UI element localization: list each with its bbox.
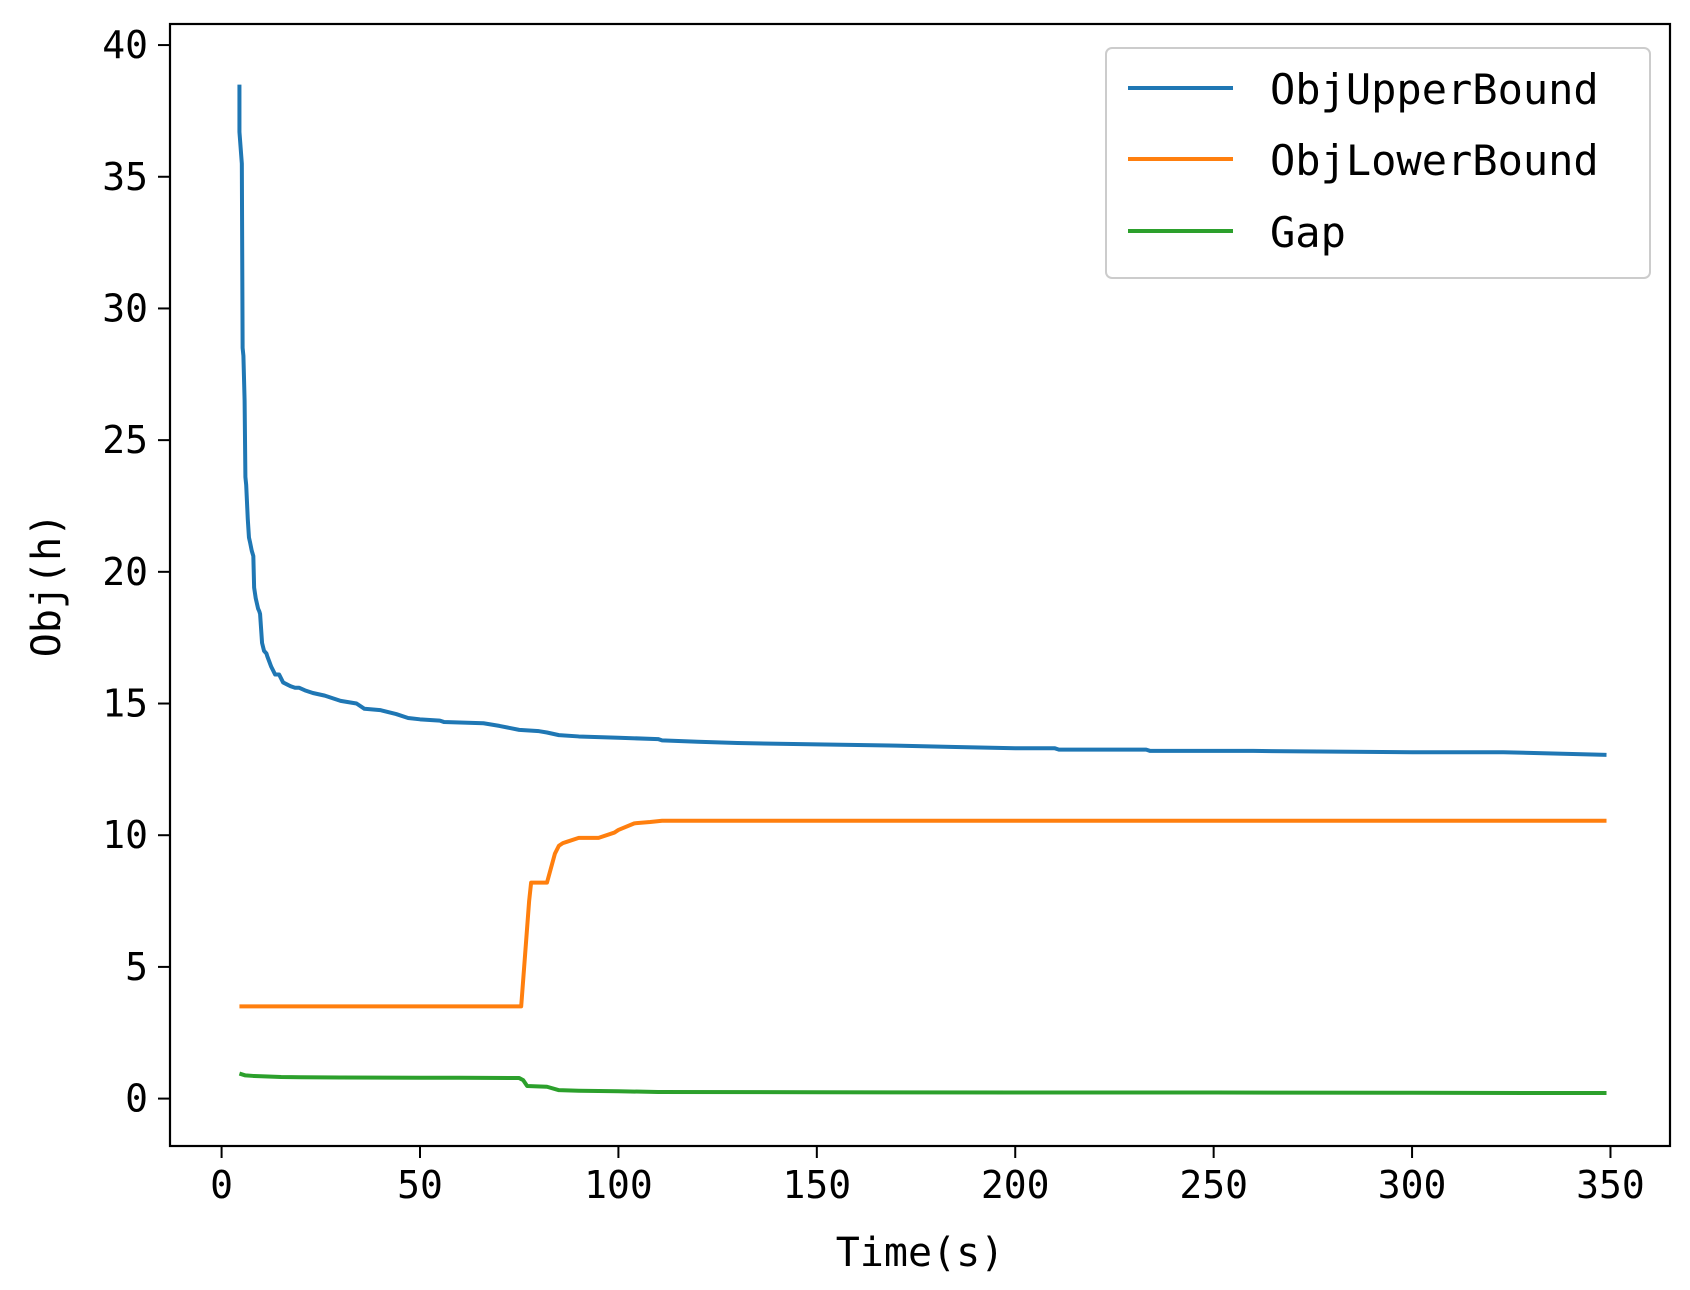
y-tick-label: 40 [102, 23, 148, 67]
y-axis-label: Obj(h) [24, 513, 70, 658]
x-tick-label: 300 [1378, 1163, 1447, 1207]
y-tick-label: 20 [102, 550, 148, 594]
y-axis: 0 5 10 15 20 25 30 35 40 [102, 23, 170, 1121]
axes-frame [168, 22, 1672, 1148]
y-tick-label: 25 [102, 418, 148, 462]
x-tick-label: 100 [584, 1163, 653, 1207]
legend-box [1105, 47, 1651, 279]
series-line-ObjLowerBound [239, 818, 1607, 1009]
y-tick-label: 5 [125, 945, 148, 989]
legend-label-lower: ObjLowerBound [1270, 136, 1599, 185]
y-tick-label: 15 [102, 682, 148, 726]
x-tick-label: 250 [1179, 1163, 1248, 1207]
legend-label-gap: Gap [1270, 208, 1346, 257]
x-axis: 0 50 100 150 200 250 300 350 [210, 1146, 1645, 1207]
plot-area [237, 84, 1607, 1096]
x-tick-label: 150 [783, 1163, 852, 1207]
legend: ObjUpperBound ObjLowerBound Gap [1105, 47, 1651, 279]
y-tick-label: 10 [102, 813, 148, 857]
x-tick-label: 0 [210, 1163, 233, 1207]
y-tick-label: 35 [102, 155, 148, 199]
y-tick-label: 0 [125, 1077, 148, 1121]
x-axis-label: Time(s) [836, 1230, 1005, 1276]
x-tick-label: 50 [397, 1163, 443, 1207]
x-tick-label: 200 [981, 1163, 1050, 1207]
y-tick-label: 30 [102, 286, 148, 330]
x-tick-label: 350 [1576, 1163, 1645, 1207]
legend-label-upper: ObjUpperBound [1270, 65, 1599, 114]
series-line-ObjUpperBound [237, 84, 1607, 757]
series-line-Gap [238, 1071, 1607, 1096]
